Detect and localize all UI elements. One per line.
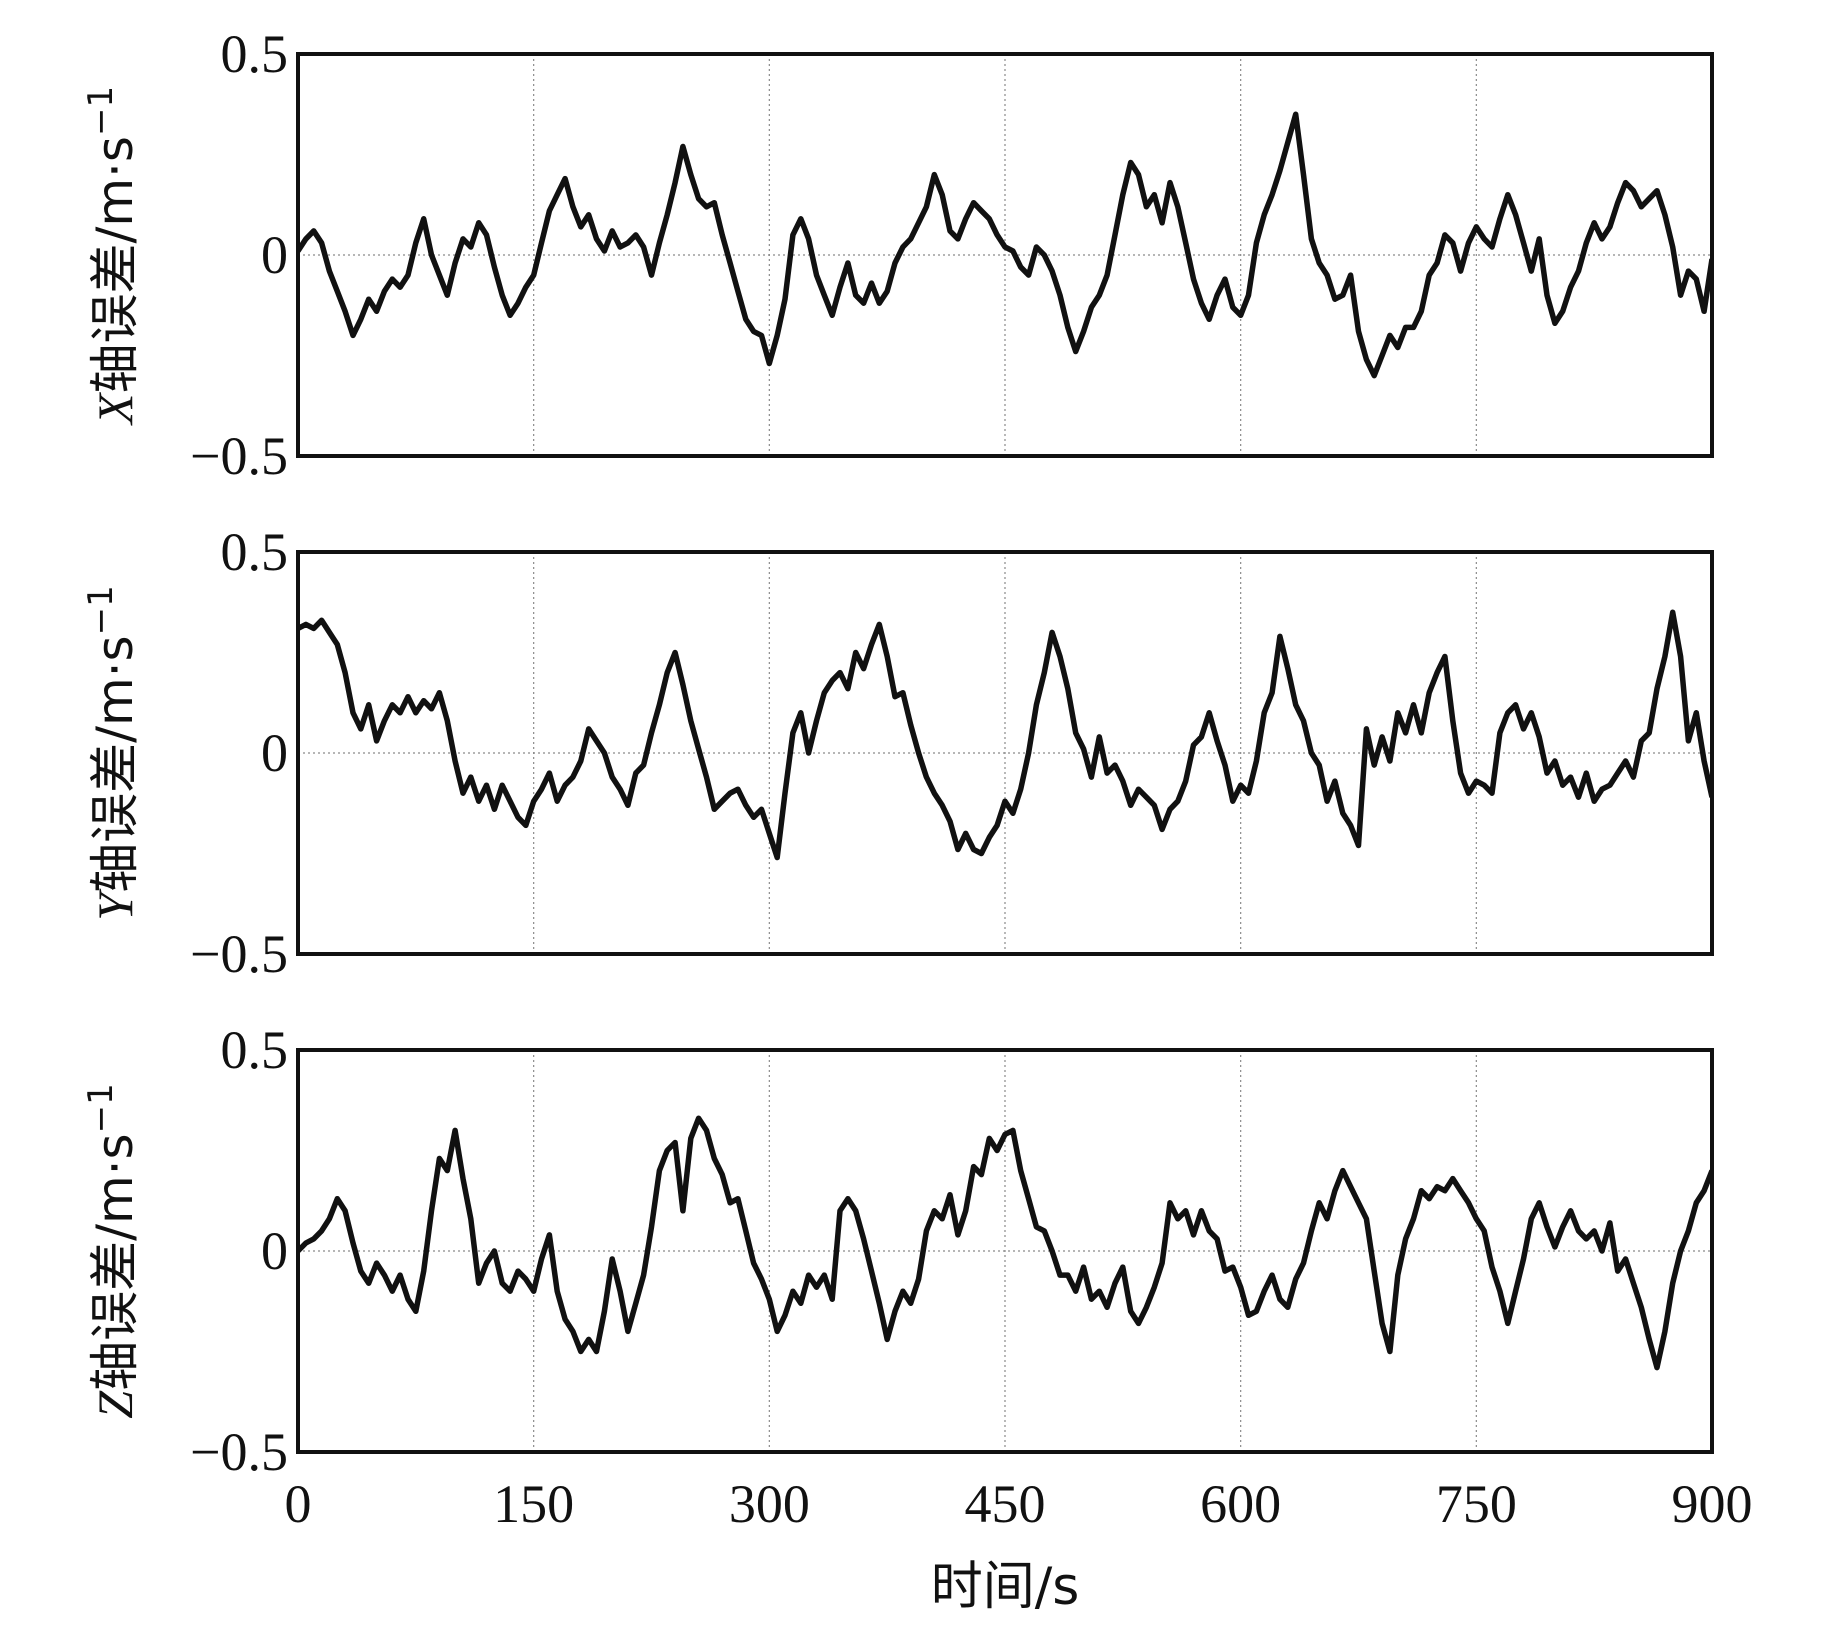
y-axis-label-text: 轴误差/m·s	[86, 136, 144, 394]
y-axis-label-axis: Z	[87, 1390, 143, 1419]
x-tick-label: 0	[285, 1474, 312, 1534]
y-axis-label-sup: −1	[81, 86, 121, 136]
y-tick-label: 0.5	[221, 24, 289, 84]
y-tick-label: −0.5	[190, 924, 288, 984]
series-line-x	[298, 111, 1712, 379]
plot-frame	[296, 1048, 1714, 1454]
y-axis-label: Z轴误差/m·s−1	[81, 1083, 144, 1418]
y-tick-label: 0	[261, 1221, 288, 1281]
y-axis-label-sup: −1	[81, 585, 121, 635]
plot-frame	[296, 52, 1714, 458]
y-tick-label: 0.5	[221, 522, 289, 582]
y-tick-label: −0.5	[190, 426, 288, 486]
x-tick-label: 750	[1436, 1474, 1517, 1534]
y-tick-label: 0	[261, 723, 288, 783]
x-tick-label: 150	[493, 1474, 574, 1534]
plot-frame	[296, 550, 1714, 956]
y-axis-label: Y轴误差/m·s−1	[81, 585, 144, 920]
x-tick-label: 900	[1672, 1474, 1753, 1534]
y-axis-label-text: 轴误差/m·s	[86, 635, 144, 893]
y-axis-label-text: 轴误差/m·s	[86, 1133, 144, 1391]
y-axis-label-sup: −1	[81, 1083, 121, 1133]
series-line-z	[298, 1115, 1712, 1371]
y-tick-label: 0.5	[221, 1020, 289, 1080]
y-tick-label: −0.5	[190, 1422, 288, 1482]
panel-y: 0.5 0 −0.5 Y轴误差/m·s−1	[81, 522, 1714, 984]
y-axis-label: X轴误差/m·s−1	[81, 86, 144, 426]
y-axis-label-axis: Y	[87, 888, 143, 921]
x-axis-label: 时间/s	[931, 1557, 1080, 1617]
x-tick-label: 600	[1200, 1474, 1281, 1534]
x-tick-label: 450	[965, 1474, 1046, 1534]
panel-z: 0.5 0 −0.5 Z轴误差/m·s−1	[81, 1020, 1714, 1482]
series-line-y	[298, 609, 1712, 861]
y-tick-label: 0	[261, 225, 288, 285]
panel-x: 0.5 0 −0.5 X轴误差/m·s−1	[81, 24, 1714, 486]
x-tick-label: 300	[729, 1474, 810, 1534]
y-axis-label-axis: X	[87, 391, 143, 426]
